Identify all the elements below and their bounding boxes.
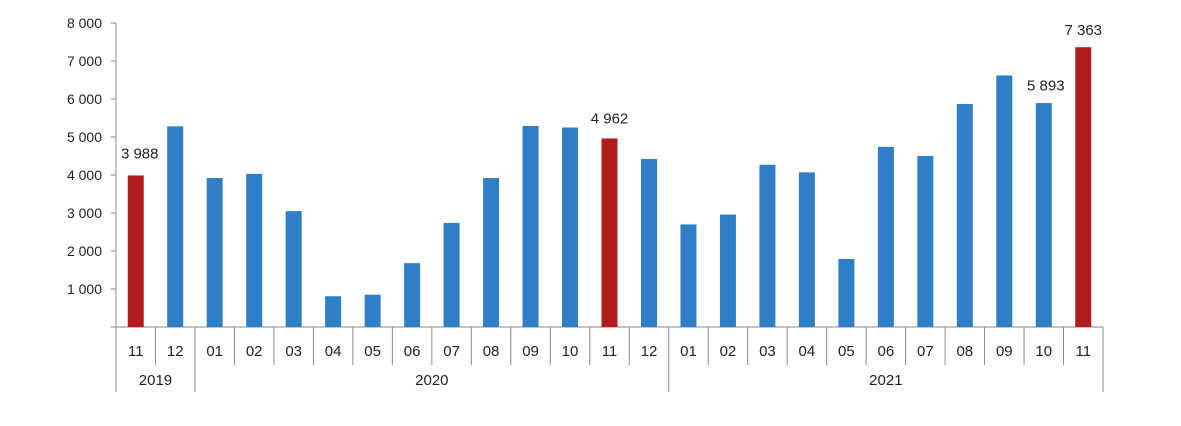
data-label: 3 988 — [121, 145, 159, 162]
bar — [1035, 103, 1052, 327]
bar — [206, 178, 223, 327]
bar — [443, 222, 460, 327]
y-tick-label: 1 000 — [67, 281, 102, 297]
x-tick-label: 03 — [759, 343, 776, 360]
x-tick-label: 12 — [641, 343, 658, 360]
x-tick-label: 12 — [167, 343, 184, 360]
bar — [838, 258, 855, 327]
x-tick-label: 01 — [206, 343, 223, 360]
bar — [325, 296, 342, 327]
bar — [798, 172, 815, 327]
x-tick-label: 05 — [838, 343, 855, 360]
y-tick-label: 3 000 — [67, 205, 102, 221]
x-tick-label: 02 — [720, 343, 737, 360]
x-tick-label: 10 — [1035, 343, 1052, 360]
data-label: 4 962 — [591, 110, 629, 127]
x-tick-label: 01 — [680, 343, 697, 360]
bar — [364, 294, 381, 327]
y-tick-label: 2 000 — [67, 243, 102, 259]
bar-highlight — [127, 175, 144, 327]
x-tick-label: 06 — [878, 343, 895, 360]
x-tick-label: 09 — [522, 343, 539, 360]
x-tick-label: 11 — [128, 343, 144, 360]
bar — [483, 178, 500, 327]
x-tick-label: 07 — [917, 343, 934, 360]
x-tick-label: 05 — [364, 343, 381, 360]
x-tick-label: 10 — [562, 343, 579, 360]
bar — [285, 211, 302, 327]
x-tick-label: 04 — [325, 343, 342, 360]
bar — [956, 103, 973, 327]
bar — [917, 156, 934, 327]
bar — [759, 164, 776, 327]
bar — [640, 159, 657, 327]
bar — [877, 146, 894, 327]
bar — [522, 125, 539, 327]
bar — [167, 126, 184, 327]
y-tick-label: 6 000 — [67, 91, 102, 107]
x-tick-label: 02 — [246, 343, 263, 360]
x-tick-label: 11 — [1075, 343, 1091, 360]
bar — [404, 263, 421, 327]
x-year-label: 2021 — [869, 372, 902, 389]
x-tick-label: 11 — [602, 343, 618, 360]
x-year-label: 2020 — [415, 372, 448, 389]
y-tick-label: 8 000 — [67, 15, 102, 31]
x-tick-label: 08 — [483, 343, 500, 360]
bar — [996, 75, 1013, 327]
y-tick-label: 4 000 — [67, 167, 102, 183]
x-tick-label: 03 — [285, 343, 302, 360]
bar — [562, 127, 579, 327]
x-tick-label: 06 — [404, 343, 421, 360]
bar-highlight — [601, 138, 618, 327]
data-label: 7 363 — [1064, 22, 1102, 39]
y-tick-label: 7 000 — [67, 53, 102, 69]
data-label: 5 893 — [1027, 77, 1065, 94]
bar — [246, 173, 263, 327]
x-tick-label: 09 — [996, 343, 1013, 360]
bar-highlight — [1075, 47, 1092, 328]
bar — [719, 214, 736, 327]
y-tick-label: 5 000 — [67, 129, 102, 145]
x-tick-label: 04 — [799, 343, 816, 360]
x-year-label: 2019 — [139, 372, 172, 389]
bar — [680, 224, 697, 327]
x-tick-label: 08 — [956, 343, 973, 360]
x-tick-label: 07 — [443, 343, 460, 360]
